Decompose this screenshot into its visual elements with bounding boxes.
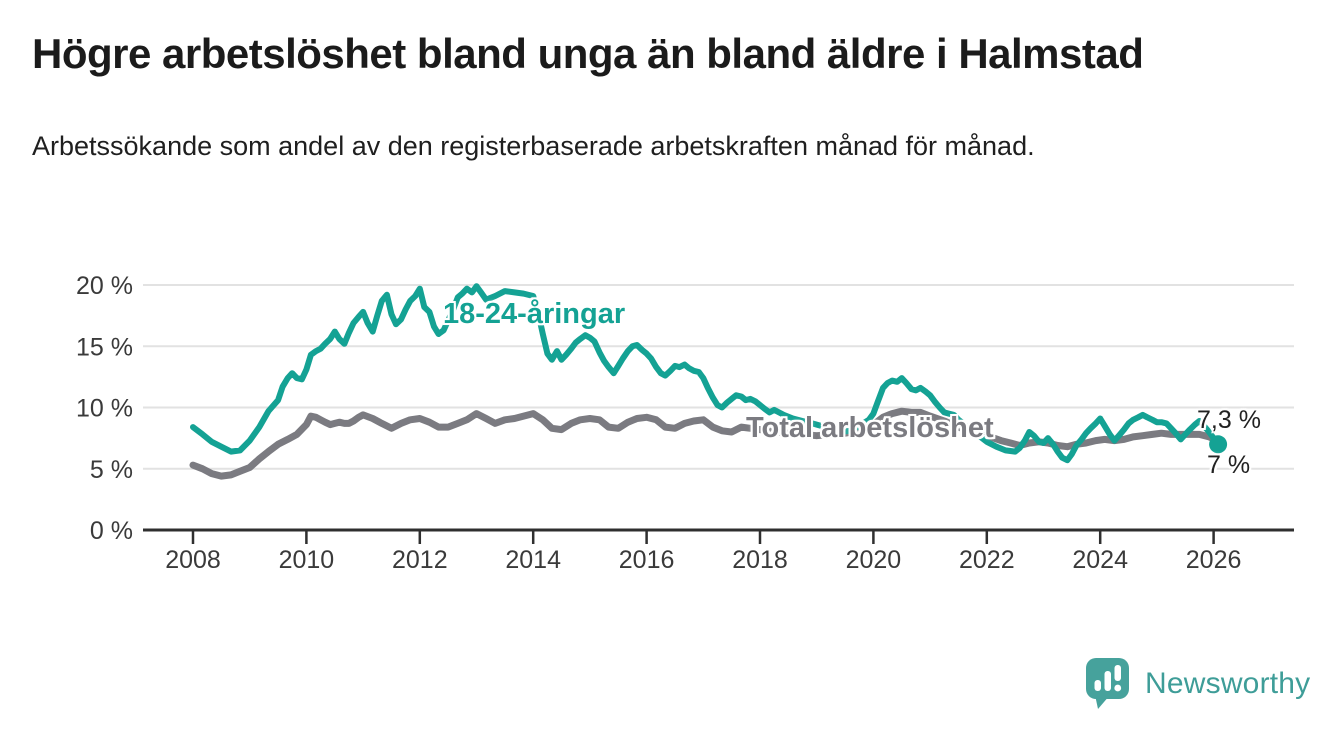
y-tick-label: 15 %: [76, 333, 133, 361]
page-title: Högre arbetslöshet bland unga än bland ä…: [32, 30, 1144, 77]
x-tick-label: 2012: [392, 546, 448, 574]
x-tick-label: 2026: [1186, 546, 1242, 574]
x-tick-label: 2014: [505, 546, 561, 574]
y-tick-label: 0 %: [90, 517, 133, 545]
x-tick-label: 2020: [846, 546, 902, 574]
series-line-youth: [190, 283, 1222, 464]
series-label-youth: 18-24-åringar: [443, 298, 626, 330]
end-value-label-total: 7,3 %: [1197, 406, 1261, 434]
x-tick-label: 2008: [165, 546, 221, 574]
y-tick-label: 20 %: [76, 272, 133, 300]
newsworthy-logo-text: Newsworthy: [1145, 666, 1311, 700]
y-tick-label: 5 %: [90, 456, 133, 484]
x-tick-label: 2016: [619, 546, 675, 574]
series-line-total: [189, 407, 1222, 480]
page-subtitle: Arbetssökande som andel av den registerb…: [32, 131, 1035, 161]
series-label-total: Total arbetslöshet: [746, 412, 994, 444]
newsworthy-logo-icon: [1086, 658, 1129, 709]
series-end-dot-youth: [1209, 435, 1228, 454]
y-tick-label: 10 %: [76, 395, 133, 423]
x-tick-label: 2024: [1072, 546, 1128, 574]
end-value-label-youth: 7 %: [1207, 451, 1251, 479]
x-tick-label: 2018: [732, 546, 788, 574]
newsworthy-logo: Newsworthy: [1085, 657, 1310, 710]
x-tick-label: 2022: [959, 546, 1015, 574]
line-chart: 0 % 5 % 10 % 15 % 20 % 2008 2010 2012 2014 2016 20…: [76, 272, 1294, 574]
x-tick-label: 2010: [279, 546, 335, 574]
